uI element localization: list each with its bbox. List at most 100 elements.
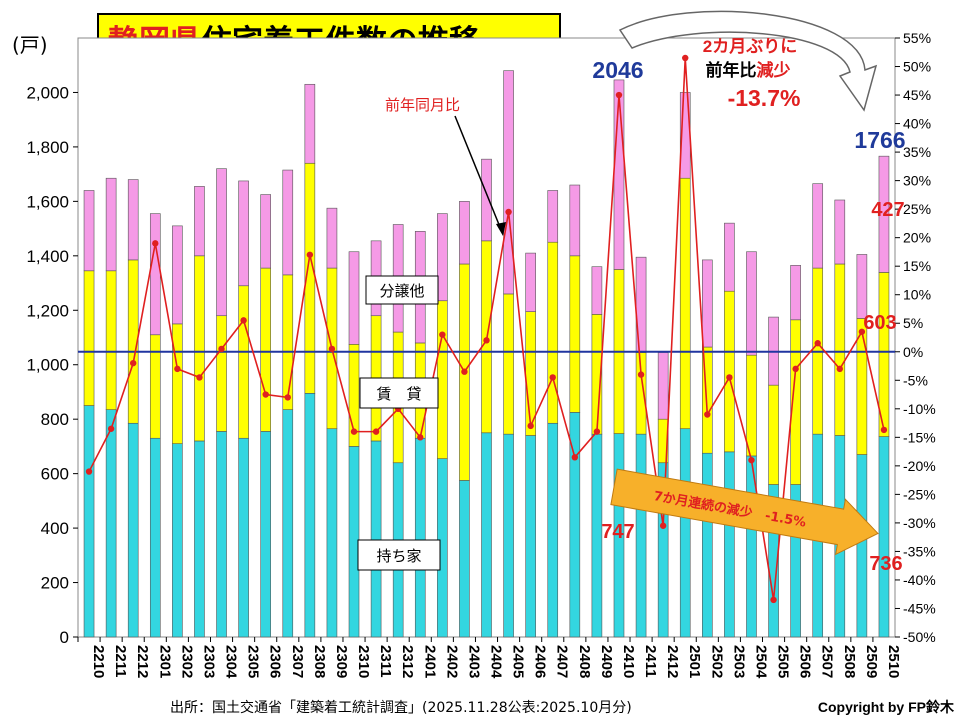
x-tick-label: 2302	[178, 645, 195, 678]
yoy-point-2311	[372, 428, 380, 435]
yoy-point-2211	[107, 425, 115, 432]
yoy-point-2510	[880, 426, 888, 434]
y-tick-label: 1,200	[26, 301, 69, 320]
yoy-point-2412	[659, 522, 667, 529]
bar-bunjo-2502	[702, 259, 713, 348]
bar-mochiie-2304	[216, 431, 227, 638]
yoy-point-2301	[152, 240, 159, 247]
y2-tick-label: 45%	[903, 87, 931, 103]
bar-bunjo-2407	[547, 190, 559, 243]
bar-bunjo-2412	[657, 352, 669, 420]
bar-mochiie-2309	[326, 428, 338, 638]
x-tick-label: 2504	[752, 645, 769, 679]
yoy-point-2210	[85, 468, 93, 475]
bar-mochiie-2212	[127, 422, 139, 638]
yoy-point-2305	[240, 317, 247, 324]
bar-bunjo-2402	[437, 213, 448, 302]
x-tick-label: 2404	[488, 645, 505, 679]
y2-tick-label: -40%	[903, 572, 936, 588]
svg-text:賃 貸: 賃 貸	[376, 385, 421, 403]
x-tick-label: 2304	[223, 645, 240, 679]
x-tick-label: 2303	[200, 645, 217, 678]
y2-tick-label: -10%	[903, 401, 936, 417]
x-tick-label: 2309	[333, 645, 350, 678]
label-mochiie: 持ち家	[357, 539, 441, 571]
yoy-point-2405	[505, 208, 512, 216]
x-tick-label: 2306	[267, 645, 284, 678]
decline-line2: 前年比減少	[706, 60, 791, 80]
y2-tick-label: -35%	[903, 543, 936, 559]
yoy-point-2509	[858, 328, 866, 335]
bar-bunjo-2408	[569, 184, 581, 257]
bar-mochiie-2406	[525, 435, 536, 638]
yoy-point-2502	[704, 411, 711, 418]
x-tick-label: 2411	[642, 645, 659, 678]
bar-mochiie-2509	[856, 454, 868, 638]
bar-bunjo-2510	[878, 155, 890, 273]
x-tick-label: 2305	[245, 645, 262, 678]
bar-mochiie-2305	[238, 437, 249, 638]
bar-mochiie-2503	[724, 451, 735, 638]
yoy-point-2212	[130, 359, 137, 367]
chintai-2510-label: 603	[863, 312, 896, 334]
yoy-point-2304	[218, 345, 225, 353]
x-tick-label: 2412	[664, 645, 681, 678]
total-2410-label: 2046	[592, 57, 643, 83]
bar-mochiie-2311	[370, 440, 382, 638]
bar-bunjo-2302	[172, 225, 183, 325]
bar-bunjo-2306	[260, 194, 271, 269]
bar-mochiie-2405	[503, 433, 514, 638]
bunjo-2510-label: 427	[871, 199, 904, 221]
bar-bunjo-2508	[834, 199, 846, 265]
x-tick-label: 2210	[90, 645, 107, 678]
yoy-point-2411	[637, 371, 645, 378]
y2-tick-label: -15%	[903, 429, 936, 445]
bar-bunjo-2211	[105, 177, 117, 272]
bar-bunjo-2309	[326, 207, 338, 269]
bar-chintai-2211	[105, 270, 117, 410]
bar-chintai-2303	[194, 255, 205, 442]
bar-mochiie-2308	[304, 393, 316, 638]
bar-bunjo-2503	[724, 222, 735, 292]
bar-chintai-2407	[547, 241, 559, 424]
bar-chintai-2508	[834, 263, 846, 436]
x-tick-label: 2409	[598, 645, 615, 678]
x-tick-label: 2308	[311, 645, 328, 678]
total-2510-label: 1766	[854, 127, 905, 153]
bar-mochiie-2306	[260, 431, 271, 638]
yoy-point-2404	[483, 337, 490, 344]
bar-bunjo-2509	[856, 254, 868, 319]
x-tick-label: 2502	[708, 645, 725, 678]
y-axis-label: (戸)	[12, 33, 48, 57]
mochiie-2410-label: 747	[601, 521, 634, 543]
svg-text:分譲他: 分譲他	[379, 282, 424, 300]
bar-chintai-2306	[260, 267, 271, 432]
bar-bunjo-2403	[459, 201, 470, 265]
svg-text:持ち家: 持ち家	[376, 547, 421, 565]
y-tick-label: 1,600	[26, 192, 69, 211]
bar-bunjo-2307	[282, 169, 294, 276]
bar-mochiie-2307	[282, 409, 294, 638]
bar-bunjo-2303	[194, 186, 205, 257]
x-tick-label: 2310	[355, 645, 372, 678]
yoy-point-2406	[527, 422, 534, 430]
x-tick-label: 2407	[554, 645, 571, 678]
y2-tick-label: -45%	[903, 600, 936, 616]
y2-tick-label: 25%	[903, 201, 931, 217]
bar-chintai-2405	[503, 293, 514, 435]
x-tick-label: 2507	[819, 645, 836, 678]
bar-mochiie-2210	[83, 405, 95, 638]
yoy-point-2407	[549, 374, 556, 381]
y2-tick-label: 10%	[903, 287, 931, 303]
bar-bunjo-2507	[812, 183, 824, 269]
yoy-point-2401	[417, 434, 424, 441]
bar-chintai-2307	[282, 274, 294, 410]
x-tick-label: 2212	[134, 645, 151, 678]
y-tick-label: 1,000	[26, 356, 69, 375]
bar-bunjo-2210	[83, 190, 95, 272]
bar-chintai-2210	[83, 270, 95, 406]
x-tick-label: 2510	[885, 645, 902, 678]
bar-mochiie-2301	[149, 437, 161, 638]
bar-chintai-2302	[172, 323, 183, 444]
bar-bunjo-2308	[304, 83, 316, 164]
